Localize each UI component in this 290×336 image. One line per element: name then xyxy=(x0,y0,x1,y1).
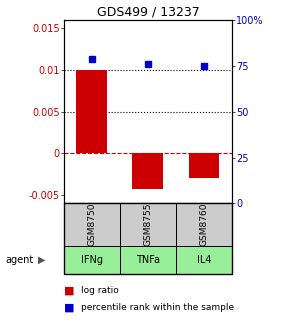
Text: agent: agent xyxy=(6,255,34,265)
Text: ▶: ▶ xyxy=(38,255,45,265)
Text: GSM8750: GSM8750 xyxy=(87,203,96,246)
Bar xyxy=(188,153,219,178)
Text: ■: ■ xyxy=(64,302,74,312)
Text: percentile rank within the sample: percentile rank within the sample xyxy=(81,303,234,312)
Text: log ratio: log ratio xyxy=(81,286,119,295)
Bar xyxy=(133,153,163,189)
Bar xyxy=(76,70,107,153)
Text: GSM8760: GSM8760 xyxy=(200,203,209,246)
Text: IFNg: IFNg xyxy=(81,255,103,265)
Title: GDS499 / 13237: GDS499 / 13237 xyxy=(97,6,199,19)
Text: GSM8755: GSM8755 xyxy=(143,203,153,246)
Text: TNFa: TNFa xyxy=(136,255,160,265)
Text: IL4: IL4 xyxy=(197,255,211,265)
Text: ■: ■ xyxy=(64,286,74,296)
